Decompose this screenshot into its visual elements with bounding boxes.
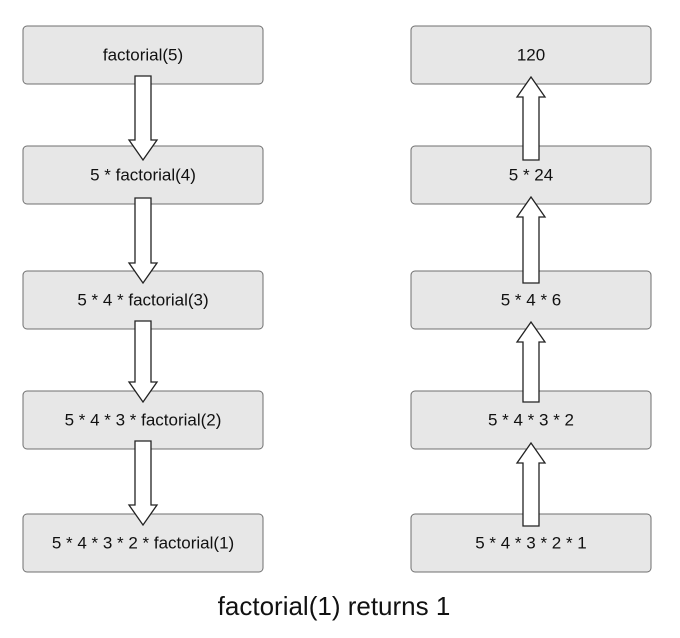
caption: factorial(1) returns 1	[218, 591, 451, 621]
right-box-4-label: 5 * 4 * 3 * 2	[488, 411, 574, 430]
right-box-1: 120	[410, 25, 652, 85]
up-arrow-3	[515, 195, 547, 284]
up-arrow-2	[515, 320, 547, 403]
left-column: factorial(5) 5 * factorial(4) 5 * 4 * fa…	[22, 25, 264, 573]
left-box-4-label: 5 * 4 * 3 * factorial(2)	[65, 411, 222, 430]
left-box-2-label: 5 * factorial(4)	[90, 166, 196, 185]
right-box-5: 5 * 4 * 3 * 2 * 1	[410, 513, 652, 573]
up-arrow-4	[515, 75, 547, 161]
right-box-4: 5 * 4 * 3 * 2	[410, 390, 652, 450]
down-arrow-1	[127, 75, 159, 162]
left-box-5: 5 * 4 * 3 * 2 * factorial(1)	[22, 513, 264, 573]
down-arrow-3	[127, 320, 159, 404]
up-arrow-1	[515, 441, 547, 527]
down-arrow-4	[127, 440, 159, 527]
right-box-2-label: 5 * 24	[509, 166, 553, 185]
left-box-5-label: 5 * 4 * 3 * 2 * factorial(1)	[52, 534, 234, 553]
right-column: 120 5 * 24 5 * 4 * 6 5 * 4 * 3 * 2 5 * 4…	[410, 25, 652, 573]
right-box-1-label: 120	[517, 46, 545, 65]
right-box-5-label: 5 * 4 * 3 * 2 * 1	[475, 534, 587, 553]
down-arrow-2	[127, 197, 159, 285]
left-box-1: factorial(5)	[22, 25, 264, 85]
left-box-3-label: 5 * 4 * factorial(3)	[77, 291, 208, 310]
left-box-1-label: factorial(5)	[103, 46, 183, 65]
left-box-4: 5 * 4 * 3 * factorial(2)	[22, 390, 264, 450]
right-box-3-label: 5 * 4 * 6	[501, 291, 562, 310]
